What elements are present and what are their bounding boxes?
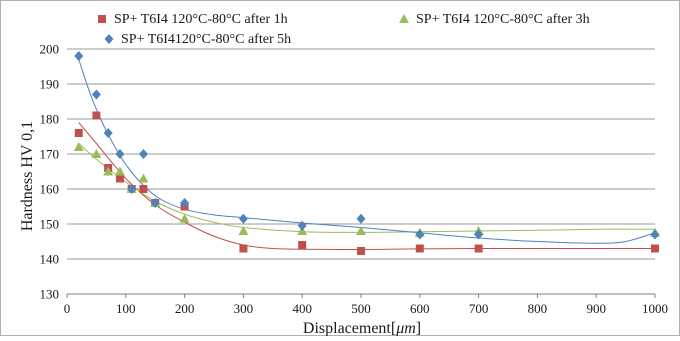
data-point-series-1 — [298, 241, 307, 249]
data-point-series-1 — [415, 244, 424, 253]
trend-lines — [78, 59, 656, 251]
data-point-series-3 — [297, 220, 307, 231]
legend-marker-series-3 — [104, 34, 114, 44]
data-point-series-3 — [74, 51, 84, 61]
x-axis-title-prefix: Displacement[ — [303, 320, 396, 336]
legend-marker-series-1 — [98, 15, 106, 23]
trendline-series-1 — [78, 122, 656, 251]
data-point-series-1 — [139, 185, 148, 193]
data-point-series-2 — [114, 166, 125, 176]
data-point-series-3 — [127, 184, 137, 194]
y-tick-label: 170 — [40, 147, 60, 162]
legend-label-series-3: SP+ T6I4120°C-80°C after 5h — [121, 32, 291, 47]
data-point-series-3 — [180, 198, 190, 208]
data-point-series-3 — [650, 229, 660, 240]
data-point-series-2 — [91, 149, 102, 158]
y-tick-label: 130 — [40, 287, 60, 302]
data-point-series-2 — [356, 226, 366, 235]
x-tick-label: 0 — [64, 301, 71, 316]
data-point-series-2 — [238, 226, 249, 235]
data-point-series-1 — [92, 111, 101, 120]
legend-label-series-2: SP+ T6I4 120°C-80°C after 3h — [416, 12, 590, 27]
x-tick-label: 500 — [351, 301, 371, 316]
trendline-series-2 — [78, 143, 656, 233]
data-point-series-3 — [91, 89, 101, 100]
y-tick-label: 150 — [40, 217, 60, 232]
data-point-series-2 — [179, 213, 190, 223]
x-tick-label: 600 — [410, 301, 430, 316]
data-points — [73, 51, 660, 255]
x-tick-label: 700 — [469, 301, 489, 316]
x-axis-title-unit: μm — [395, 320, 416, 336]
x-tick-label: 200 — [175, 301, 195, 316]
axes: 130 140 150 160 170 180 190 200 0 100 200 300 400 500… — [40, 42, 669, 317]
x-tick-label: 1000 — [642, 301, 668, 316]
legend-label-series-1: SP+ T6I4 120°C-80°C after 1h — [114, 12, 288, 27]
x-axis-title-suffix: ] — [416, 320, 421, 336]
data-point-series-3 — [474, 229, 484, 240]
data-point-series-1 — [357, 246, 365, 255]
x-tick-label: 900 — [586, 301, 606, 316]
data-point-series-2 — [138, 173, 149, 183]
x-tick-label: 100 — [116, 301, 136, 316]
y-axis-title: Hardness HV 0,1 — [19, 121, 36, 231]
data-point-series-3 — [150, 198, 160, 208]
data-point-series-3 — [115, 149, 125, 159]
y-tick-label: 180 — [40, 112, 60, 127]
data-point-series-1 — [651, 244, 659, 253]
grid-lines — [67, 48, 655, 260]
data-point-series-3 — [138, 149, 148, 159]
y-tick-label: 140 — [40, 252, 60, 267]
data-point-series-3 — [356, 213, 366, 224]
data-point-series-3 — [103, 128, 113, 138]
y-tick-label: 160 — [40, 182, 60, 197]
data-point-series-2 — [103, 166, 114, 176]
data-point-series-1 — [74, 129, 83, 137]
y-tick-label: 190 — [40, 77, 60, 92]
x-axis-title: Displacement[μm] — [303, 320, 421, 336]
y-tick-label: 200 — [40, 42, 60, 57]
data-point-series-1 — [115, 174, 124, 183]
data-point-series-1 — [474, 244, 483, 253]
x-tick-label: 800 — [528, 301, 548, 316]
data-point-series-2 — [73, 142, 84, 151]
legend: SP+ T6I4 120°C-80°C after 1h SP+ T6I4 120… — [98, 12, 590, 47]
legend-marker-series-2 — [399, 14, 409, 23]
data-point-series-3 — [415, 229, 425, 240]
data-point-series-1 — [239, 244, 248, 253]
trendline-series-3 — [78, 59, 656, 244]
x-tick-label: 400 — [292, 301, 312, 316]
data-point-series-3 — [238, 213, 248, 224]
x-tick-label: 300 — [234, 301, 254, 316]
